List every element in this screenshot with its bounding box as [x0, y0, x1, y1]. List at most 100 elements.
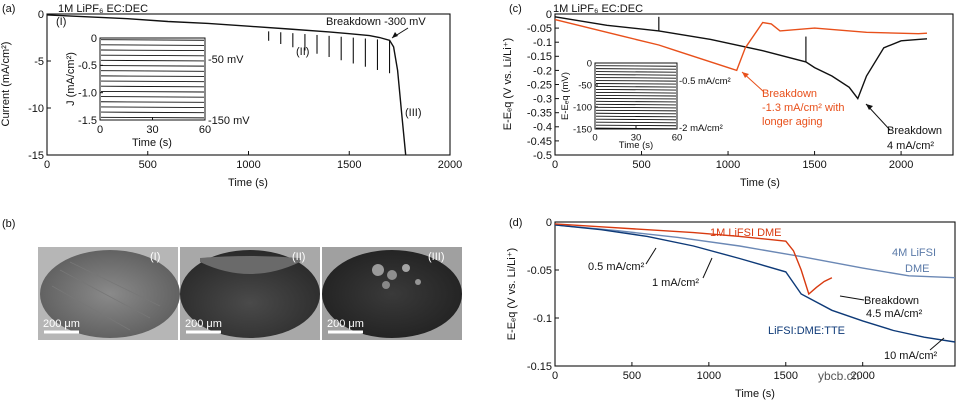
- panel-d-breakdown-value: 4.5 mA/cm²: [866, 308, 923, 320]
- panel-c-orange-annotation-1: Breakdown: [762, 88, 817, 100]
- panel-a-inset-level-11: [100, 96, 205, 98]
- panel-a-ytick-label-2: -10: [28, 103, 44, 115]
- panel-d-ytick-label-0: 0: [546, 217, 552, 229]
- panel-a-inset-xtick-label-0: 0: [97, 124, 103, 136]
- panel-a-inset-ytick-label-0: 0: [91, 33, 97, 45]
- panel-a-pulse-spikes: [268, 31, 391, 74]
- panel-a-xtick-label-2: 1000: [236, 159, 260, 171]
- panel-a-inset-xtick-label-2: 60: [199, 124, 211, 136]
- panel-c-inset-level-19: [595, 121, 677, 124]
- panel-c-inset-level-9: [595, 91, 677, 94]
- panel-c-xtick-label-4: 2000: [889, 159, 913, 171]
- panel-c-inset-level-5: [595, 80, 677, 82]
- sem-image-i-scale-label: 200 μm: [43, 318, 80, 330]
- panel-a-xtick-label-1: 500: [139, 159, 157, 171]
- panel-d-y-label: E-Eₑq (V vs. Li/Li⁺): [506, 248, 518, 340]
- panel-d-4m-lifsi-line: [554, 224, 956, 279]
- panel-a-label: (a): [2, 3, 15, 15]
- sem-image-iii-dendrite-3: [402, 264, 410, 272]
- panel-c-inset-ytick-label-1: -50: [578, 80, 592, 91]
- panel-c-inset-level-0: [595, 65, 677, 67]
- panel-a-inset-level-6: [100, 70, 205, 72]
- panel-a-xtick-label-3: 1500: [337, 159, 361, 171]
- sem-image-i-electrode: [40, 250, 180, 338]
- panel-d-1m-lifsi-label: 1M LiFSI DME: [710, 227, 782, 239]
- panel-a-inset-xtick-label-1: 30: [146, 124, 158, 136]
- panel-d-xtick-label-2: 1000: [697, 370, 721, 382]
- panel-a-inset-level-3: [100, 54, 205, 57]
- sem-image-iii: (III) 200 μm: [322, 247, 462, 340]
- panel-a-inset-level-0: [100, 39, 205, 41]
- panel-a-inset-level-14: [100, 111, 205, 114]
- panel-c-ytick-label-5: -0.25: [527, 79, 552, 91]
- panel-a-ytick-label-3: -15: [28, 150, 44, 162]
- panel-d-lifsi-dme-tte-line: [554, 224, 956, 343]
- sem-image-iii-dendrite-1: [372, 264, 384, 276]
- panel-c-black-annotation-2: 4 mA/cm²: [887, 140, 934, 152]
- panel-d-xtick-label-1: 500: [623, 370, 641, 382]
- panel-a: (a) 1M LiPF₆ EC:DEC 0 500 1000 1500 2000 0 -5…: [0, 3, 462, 189]
- panel-c: (c) 1M LiPF₆ EC:DEC 0 500 1000 1500 2000 0-0…: [502, 3, 954, 189]
- panel-c-inset-y-label: E-Eₑq (mV): [560, 72, 571, 120]
- sem-image-i-label: (I): [150, 251, 160, 263]
- panel-a-y-label: Current (mA/cm²): [0, 42, 12, 127]
- panel-a-annotation-iii: (III): [405, 107, 422, 119]
- panel-c-ytick-label-10: -0.5: [533, 150, 552, 162]
- panel-c-inset-level-12: [595, 100, 677, 103]
- panel-d-xtick-label-3: 1500: [774, 370, 798, 382]
- panel-c-electrolyte-label: 1M LiPF₆ EC:DEC: [553, 3, 643, 15]
- panel-a-xtick-label-0: 0: [44, 159, 50, 171]
- panel-c-inset-level-17: [595, 115, 677, 118]
- panel-c-ytick-label-6: -0.3: [533, 93, 552, 105]
- panel-a-ytick-label-1: -5: [34, 56, 44, 68]
- panel-d-tte-label: LiFSI:DME:TTE: [768, 325, 845, 337]
- panel-c-ytick-label-2: -0.1: [533, 37, 552, 49]
- panel-c-inset: 0 30 60 0 -50 -100 -150 Time (s) E-Eₑq (mV) -…: [560, 58, 731, 151]
- panel-c-inset-label-bottom: -2 mA/cm²: [679, 123, 723, 134]
- panel-c-inset-level-16: [595, 112, 677, 115]
- panel-a-inset-y-label: J (mA/cm²): [65, 52, 77, 106]
- panel-c-orange-arrowhead: [742, 72, 749, 78]
- panel-a-inset-label-top: -50 mV: [208, 54, 244, 66]
- panel-a-inset-level-1: [100, 44, 205, 46]
- panel-a-inset-level-2: [100, 49, 205, 52]
- panel-a-inset-level-8: [100, 80, 205, 83]
- panel-c-inset-xtick-label-0: 0: [592, 133, 597, 144]
- panel-c-orange-line: [554, 18, 928, 72]
- panel-d-4m-lifsi-label: 4M LiFSI: [892, 247, 936, 259]
- panel-c-ytick-label-1: -0.05: [527, 23, 552, 35]
- panel-d-arrow-0-5: [645, 247, 657, 265]
- panel-c-inset-x-ticks: 0 30 60: [592, 126, 682, 144]
- panel-c-ytick-label-7: -0.35: [527, 108, 552, 120]
- panel-c-inset-level-3: [595, 74, 677, 76]
- panel-c-inset-x-label: Time (s): [619, 140, 653, 151]
- panel-d-annotation-0-5: 0.5 mA/cm²: [588, 261, 645, 273]
- sem-image-iii-dendrite-4: [382, 281, 390, 289]
- panel-c-x-label: Time (s): [740, 177, 780, 189]
- panel-c-inset-level-14: [595, 106, 677, 109]
- panel-a-inset-level-9: [100, 85, 205, 88]
- panel-c-ytick-label-0: 0: [546, 9, 552, 21]
- panel-d-4m-dme-label: DME: [905, 263, 929, 275]
- sem-image-iii-label: (III): [428, 251, 445, 263]
- sem-image-iii-scale-label: 200 μm: [327, 318, 364, 330]
- panel-a-breakdown-label: Breakdown -300 mV: [326, 16, 426, 28]
- panel-a-electrolyte-label: 1M LiPF₆ EC:DEC: [58, 3, 148, 15]
- panel-c-black-arrowhead: [866, 104, 873, 110]
- panel-c-inset-level-7: [595, 86, 677, 88]
- panel-a-y-ticks: 0 -5 -10 -15: [28, 9, 51, 162]
- panel-b: (b) (I) 200 μm (II) 200 μm (III): [2, 218, 462, 340]
- panel-a-x-label: Time (s): [228, 177, 268, 189]
- panel-d-x-ticks: 0 500 1000 1500 2000: [552, 362, 875, 382]
- panel-a-inset-level-10: [100, 90, 205, 93]
- panel-a-inset-x-ticks: 0 30 60: [97, 117, 211, 136]
- panel-a-ytick-label-0: 0: [38, 9, 44, 21]
- watermark: ybcb.cn: [818, 369, 859, 383]
- panel-d-xtick-label-4: 2000: [850, 370, 874, 382]
- panel-d: (d) 0 500 1000 1500 2000 0 -0.05 -0.1 -0.15 Tim…: [506, 217, 956, 400]
- panel-d-1m-lifsi-line: [554, 223, 833, 296]
- panel-a-inset-x-label: Time (s): [132, 137, 172, 149]
- panel-c-ytick-label-9: -0.45: [527, 136, 552, 148]
- panel-a-xtick-label-4: 2000: [438, 159, 462, 171]
- panel-c-inset-y-ticks: 0 -50 -100 -150: [573, 58, 598, 135]
